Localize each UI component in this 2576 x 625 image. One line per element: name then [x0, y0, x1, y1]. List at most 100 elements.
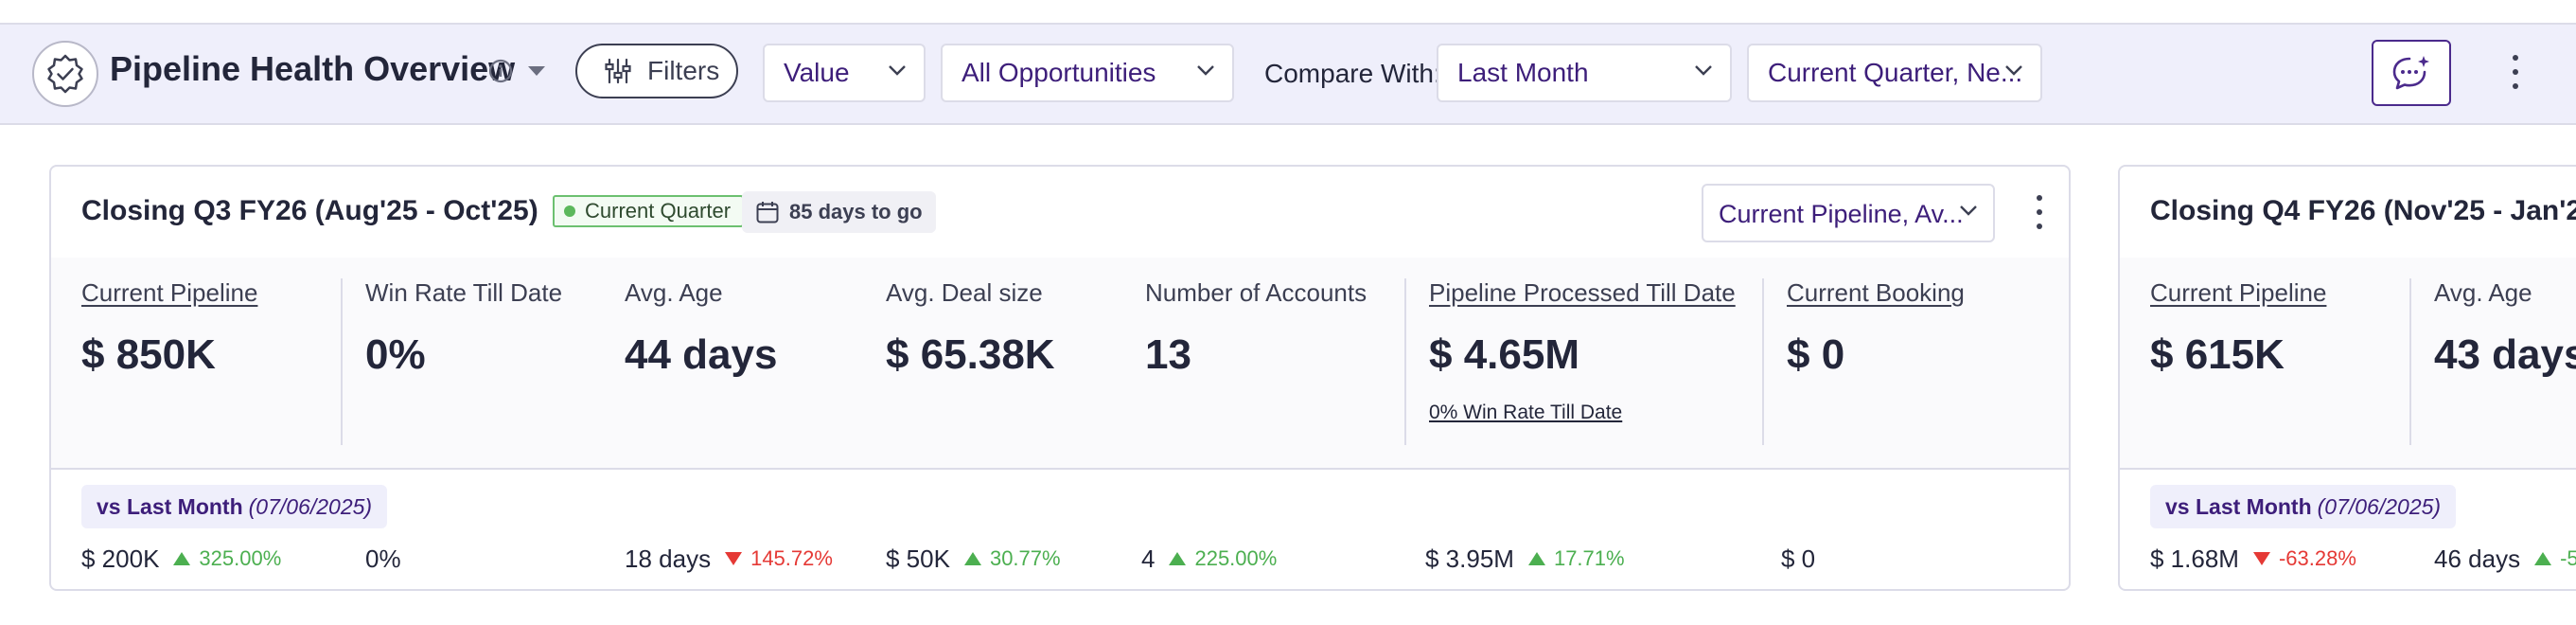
days-to-go-badge: 85 days to go [742, 191, 936, 233]
card-title: Closing Q4 FY26 (Nov'25 - Jan'26 [2150, 195, 2576, 226]
win-rate-sub-link[interactable]: 0% Win Rate Till Date [1429, 402, 1623, 423]
comparison-value: 46 days [2434, 544, 2521, 573]
comparison-change: 17.71% [1553, 546, 1625, 570]
metric-value: $ 615K [2150, 331, 2285, 378]
chat-sparkle-icon [2392, 56, 2429, 90]
metric-divider [2409, 278, 2411, 445]
metric-value: 43 days [2434, 331, 2576, 378]
comparison-change: 325.00% [199, 546, 282, 570]
comparison-label: vs Last Month [2165, 493, 2312, 519]
compare-with-label: Compare With: [1264, 59, 1441, 88]
metric-label-link[interactable]: Pipeline Processed Till Date [1429, 278, 1736, 307]
compare-with-select[interactable]: Last Month [1437, 44, 1732, 102]
metric-label: Number of Accounts [1145, 278, 1367, 307]
comparison-value: $ 200K [81, 544, 160, 573]
comparison-label: vs Last Month [97, 493, 243, 519]
comparison-change: 30.77% [989, 546, 1061, 570]
comparison-change: 225.00% [1194, 546, 1278, 570]
metric-value: $ 0 [1787, 331, 1845, 378]
chevron-down-icon [889, 65, 906, 76]
metric-label-link[interactable]: Current Pipeline [2150, 278, 2327, 307]
metric-value: $ 850K [81, 331, 216, 378]
comparison-current-booking: $ 0 [1781, 542, 1815, 576]
metric-value: $ 65.38K [886, 331, 1055, 378]
metric-value: 13 [1145, 331, 1191, 378]
comparison-date: (07/06/2025) [2317, 493, 2442, 519]
metric-value: $ 4.65M [1429, 331, 1579, 378]
title-caret-down-icon[interactable] [526, 64, 547, 82]
comparison-pipeline-processed: $ 3.95M 17.71% [1425, 542, 1625, 576]
period-select-label: Current Quarter, Ne... [1768, 58, 2023, 87]
comparison-change: -63.28% [2278, 546, 2356, 570]
comparison-value: $ 3.95M [1425, 544, 1514, 573]
ai-assistant-button[interactable] [2372, 40, 2451, 106]
filters-button[interactable]: Filters [575, 44, 738, 98]
comparison-avg-age: 18 days 145.72% [625, 542, 833, 576]
down-arrow-icon [2252, 551, 2271, 566]
chevron-down-icon [2005, 65, 2022, 76]
status-dot [564, 205, 575, 217]
comparison-value: $ 0 [1781, 544, 1816, 573]
up-arrow-icon [172, 551, 191, 566]
comparison-value: $ 50K [886, 544, 950, 573]
value-select[interactable]: Value [763, 44, 926, 102]
card-more-options-icon[interactable] [2035, 195, 2044, 229]
metric-value: 44 days [625, 331, 778, 378]
metrics-row: Current Pipeline $ 850K Win Rate Till Da… [51, 258, 2069, 470]
more-options-icon[interactable] [2511, 55, 2520, 89]
opportunities-select[interactable]: All Opportunities [941, 44, 1234, 102]
down-arrow-icon [724, 551, 743, 566]
value-select-label: Value [784, 58, 850, 87]
card-title: Closing Q3 FY26 (Aug'25 - Oct'25) [81, 195, 538, 226]
comparison-value: 0% [365, 544, 401, 573]
page-title: Pipeline Health Overview [110, 49, 516, 88]
quarter-card-q4: Closing Q4 FY26 (Nov'25 - Jan'26 Current… [2118, 165, 2576, 591]
metric-label: Win Rate Till Date [365, 278, 563, 307]
up-arrow-icon [1527, 551, 1546, 566]
metric-label: Avg. Age [625, 278, 723, 307]
toolbar: Pipeline Health Overview Filters Value A… [0, 25, 2576, 125]
metrics-row: Current Pipeline $ 615K Avg. Age 43 days [2120, 258, 2576, 470]
comparison-value: $ 1.68M [2150, 544, 2239, 573]
chevron-down-icon [1197, 65, 1214, 76]
comparison-current-pipeline: $ 1.68M -63.28% [2150, 542, 2356, 576]
sliders-icon [604, 57, 632, 85]
content-area: Closing Q3 FY26 (Aug'25 - Oct'25) Curren… [0, 125, 2576, 625]
card-metric-select-label: Current Pipeline, Av... [1719, 200, 1964, 228]
compare-with-select-label: Last Month [1457, 58, 1589, 87]
chevron-down-icon [1960, 205, 1977, 216]
comparison-current-pipeline: $ 200K 325.00% [81, 542, 281, 576]
card-metric-select[interactable]: Current Pipeline, Av... [1702, 184, 1995, 242]
filters-label: Filters [647, 56, 720, 85]
current-quarter-label: Current Quarter [585, 199, 732, 223]
top-strip [0, 0, 2576, 25]
metric-label-link[interactable]: Current Pipeline [81, 278, 258, 307]
up-arrow-icon [963, 551, 982, 566]
info-icon[interactable] [488, 59, 513, 88]
card-header: Closing Q3 FY26 (Aug'25 - Oct'25) Curren… [51, 167, 2069, 259]
current-quarter-badge: Current Quarter [553, 195, 745, 227]
comparison-avg-deal-size: $ 50K 30.77% [886, 542, 1061, 576]
comparison-date: (07/06/2025) [248, 493, 373, 519]
metric-label: Avg. Deal size [886, 278, 1043, 307]
card-header: Closing Q4 FY26 (Nov'25 - Jan'26 [2120, 167, 2576, 259]
up-arrow-icon [2533, 551, 2552, 566]
up-arrow-icon [1168, 551, 1187, 566]
metric-label-link[interactable]: Current Booking [1787, 278, 1965, 307]
period-select[interactable]: Current Quarter, Ne... [1747, 44, 2042, 102]
quarter-card-q3: Closing Q3 FY26 (Aug'25 - Oct'25) Curren… [49, 165, 2071, 591]
metric-value: 0% [365, 331, 426, 378]
opportunities-select-label: All Opportunities [962, 58, 1156, 87]
pipeline-health-logo-icon [32, 41, 98, 107]
metric-label: Avg. Age [2434, 278, 2532, 307]
days-to-go-label: 85 days to go [789, 200, 923, 223]
metric-divider [1404, 278, 1406, 445]
comparison-avg-age: 46 days -5 [2434, 542, 2576, 576]
comparison-badge: vs Last Month (07/06/2025) [81, 485, 388, 528]
comparison-win-rate: 0% [365, 542, 401, 576]
calendar-icon [756, 202, 779, 223]
metric-divider [341, 278, 343, 445]
comparison-value: 18 days [625, 544, 712, 573]
metric-divider [1762, 278, 1764, 445]
comparison-badge: vs Last Month (07/06/2025) [2150, 485, 2457, 528]
